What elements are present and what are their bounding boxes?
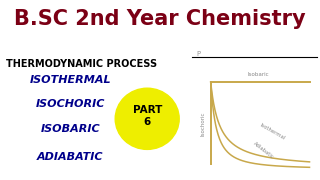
Text: B.SC 2nd Year Chemistry: B.SC 2nd Year Chemistry	[14, 9, 306, 29]
Text: ISOBARIC: ISOBARIC	[41, 124, 100, 134]
Text: P: P	[196, 51, 200, 57]
Text: PART
6: PART 6	[132, 105, 162, 127]
Text: ADIABATIC: ADIABATIC	[37, 152, 104, 162]
Text: ISOCHORIC: ISOCHORIC	[36, 99, 105, 109]
Ellipse shape	[115, 88, 179, 149]
Text: Isothermal: Isothermal	[259, 123, 285, 141]
Text: THERMODYNAMIC PROCESS: THERMODYNAMIC PROCESS	[6, 59, 157, 69]
Text: Isochoric: Isochoric	[201, 111, 206, 136]
Text: Adiabatic: Adiabatic	[253, 141, 276, 160]
Text: ISOTHERMAL: ISOTHERMAL	[29, 75, 111, 85]
Text: Isobaric: Isobaric	[248, 72, 269, 77]
